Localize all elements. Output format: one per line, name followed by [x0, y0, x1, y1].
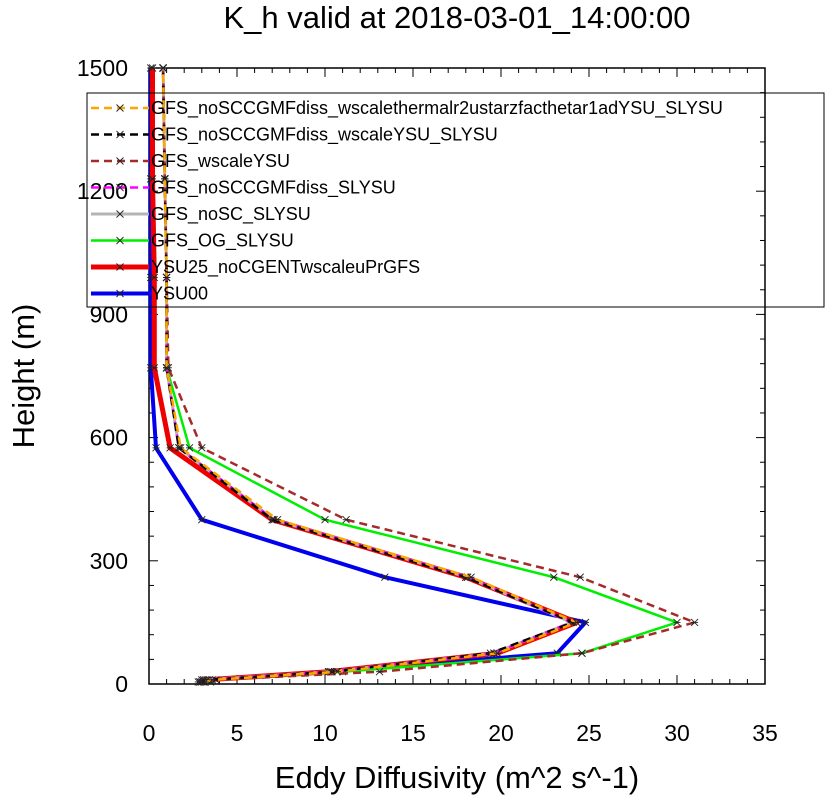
legend-item: GFS_noSCCGMFdiss_wscalethermalr2ustarzfa…: [91, 98, 723, 119]
data-marker: [333, 667, 342, 676]
x-tick-label: 25: [576, 720, 602, 746]
legend-item: GFS_noSCCGMFdiss_SLYSU: [91, 178, 396, 199]
data-marker: [152, 444, 160, 452]
data-marker: [375, 667, 384, 676]
x-tick-label: 0: [143, 720, 156, 746]
legend-item: GFS_wscaleYSU: [91, 151, 290, 172]
plot-border: [148, 67, 766, 685]
legend-label: YSU00: [151, 284, 208, 304]
legend-box: [86, 92, 825, 308]
data-marker: [150, 363, 159, 372]
data-marker: [673, 618, 681, 627]
data-marker: [321, 515, 329, 524]
data-marker: [581, 618, 590, 627]
legend-label: YSU25_noCGENTwscaleuPrGFS: [151, 257, 420, 278]
y-tick-label: 600: [90, 425, 128, 451]
legend: GFS_noSCCGMFdiss_wscalethermalr2ustarzfa…: [86, 92, 825, 308]
data-marker: [150, 273, 159, 282]
x-tick-label: 10: [312, 720, 338, 746]
data-marker: [148, 175, 157, 183]
data-marker: [578, 649, 586, 658]
legend-item: GFS_noSC_SLYSU: [91, 204, 311, 225]
legend-label: GFS_noSCCGMFdiss_wscaleYSU_SLYSU: [151, 125, 498, 146]
legend-item: YSU00: [91, 284, 208, 304]
data-marker: [208, 676, 217, 684]
legend-item: GFS_OG_SLYSU: [91, 231, 294, 252]
data-marker: [185, 444, 194, 452]
data-marker: [273, 515, 282, 524]
legend-label: GFS_wscaleYSU: [151, 151, 290, 172]
data-marker: [162, 273, 171, 282]
y-tick-label: 0: [115, 671, 128, 697]
x-tick-labels: 0 5 10 15 20 25 30 35: [143, 720, 778, 746]
y-tick-label: 300: [90, 548, 128, 574]
y-tick-label: 1200: [77, 178, 128, 204]
legend-item: YSU25_noCGENTwscaleuPrGFS: [91, 257, 420, 278]
data-marker: [166, 444, 174, 452]
data-marker: [197, 444, 206, 452]
data-marker: [549, 573, 558, 582]
x-tick-label: 35: [752, 720, 778, 746]
y-tick-labels: 0 300 600 900 1200 1500: [77, 55, 128, 697]
data-marker: [197, 515, 206, 524]
data-marker: [690, 618, 699, 627]
data-marker: [467, 573, 475, 582]
data-marker: [342, 515, 350, 524]
series-line: [161, 67, 578, 684]
y-tick-label: 900: [90, 301, 128, 327]
x-tick-label: 30: [664, 720, 690, 746]
series-lines: [146, 64, 699, 686]
legend-label: GFS_noSC_SLYSU: [151, 204, 311, 225]
x-tick-label: 15: [400, 720, 426, 746]
data-marker: [493, 649, 502, 658]
data-marker: [176, 444, 185, 452]
data-marker: [381, 573, 389, 582]
y-axis-label: Height (m): [6, 304, 41, 449]
series-line: [161, 67, 696, 684]
data-marker: [576, 573, 585, 582]
data-marker: [161, 175, 169, 183]
x-tick-label: 20: [488, 720, 514, 746]
data-marker: [159, 64, 167, 72]
x-tick-label: 5: [231, 720, 244, 746]
legend-label: GFS_noSCCGMFdiss_wscalethermalr2ustarzfa…: [151, 98, 723, 119]
data-marker: [148, 64, 157, 72]
chart-title: K_h valid at 2018-03-01_14:00:00: [223, 0, 690, 35]
x-axis-label: Eddy Diffusivity (m^2 s^-1): [275, 760, 639, 795]
data-marker: [162, 363, 171, 372]
y-tick-label: 1500: [77, 55, 128, 81]
legend-label: GFS_OG_SLYSU: [151, 231, 294, 252]
plot-frame: [148, 67, 766, 685]
legend-item: GFS_noSCCGMFdiss_wscaleYSU_SLYSU: [91, 125, 498, 146]
data-marker: [201, 678, 210, 686]
data-marker: [572, 618, 581, 627]
legend-label: GFS_noSCCGMFdiss_SLYSU: [151, 178, 396, 199]
